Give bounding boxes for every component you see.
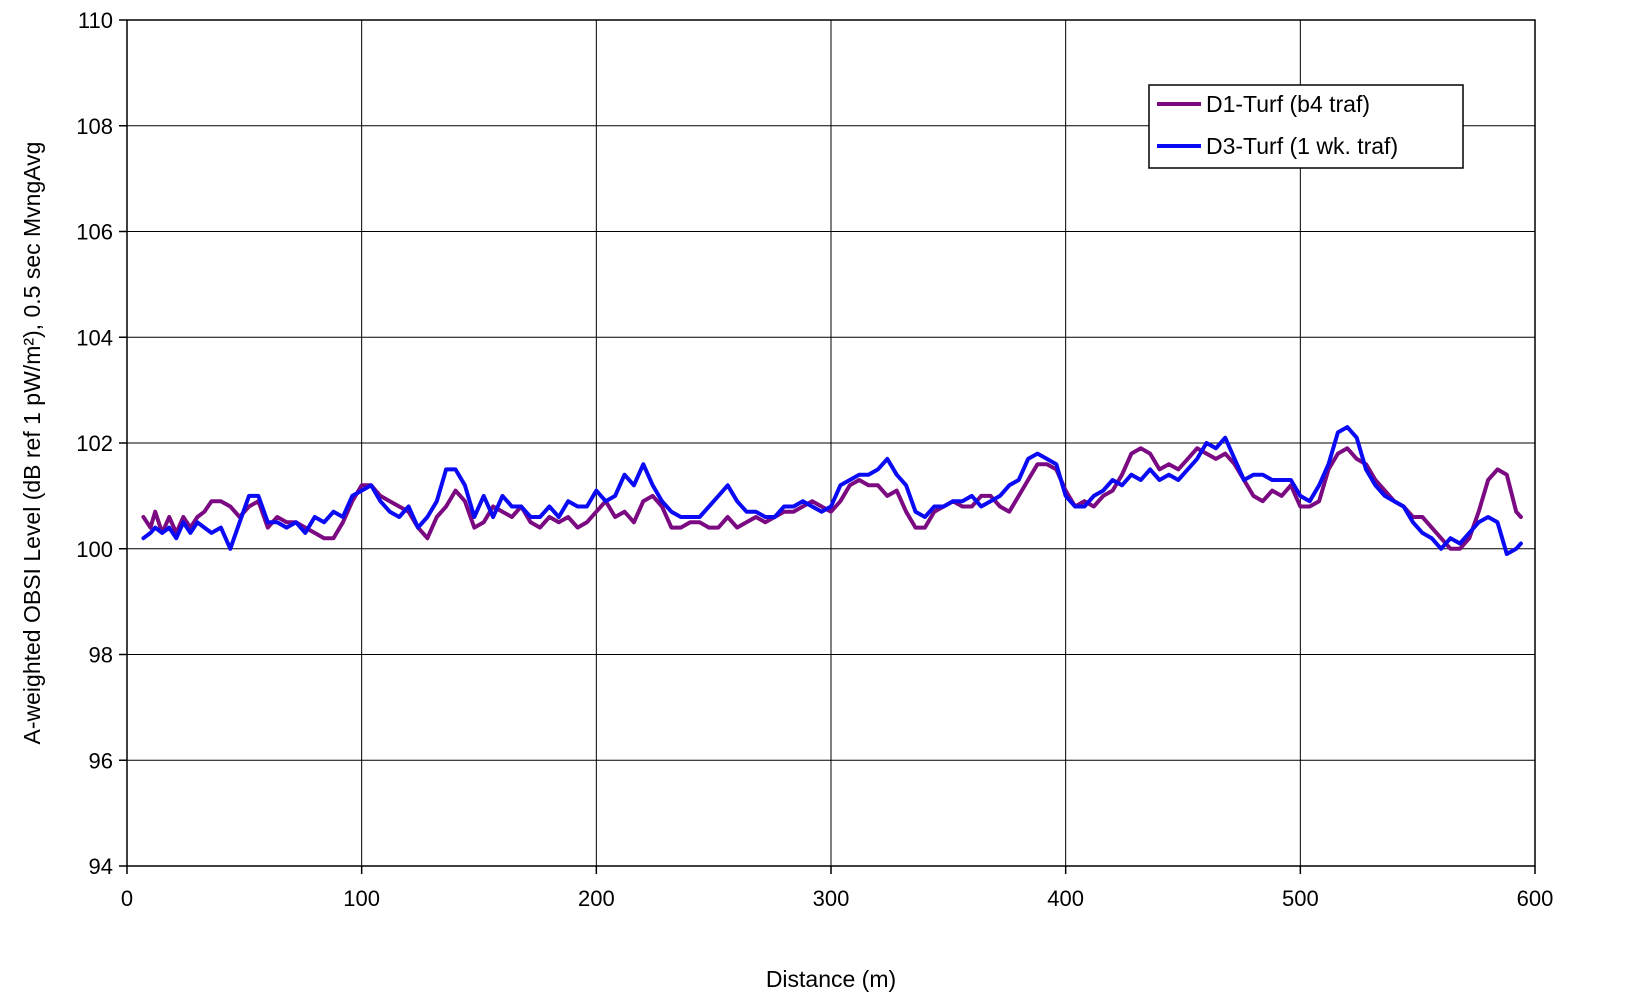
legend-label-d3: D3-Turf (1 wk. traf) bbox=[1206, 133, 1398, 159]
y-tick-label: 110 bbox=[78, 8, 113, 33]
x-tick-label: 400 bbox=[1047, 886, 1084, 911]
y-axis-title: A-weighted OBSI Level (dB ref 1 pW/m²), … bbox=[19, 142, 45, 745]
series-lines bbox=[141, 425, 1523, 556]
y-tick-label: 96 bbox=[89, 748, 113, 773]
y-tick-label: 94 bbox=[89, 854, 113, 879]
series-line-d1-turf bbox=[141, 446, 1523, 551]
legend-label-d1: D1-Turf (b4 traf) bbox=[1206, 91, 1370, 117]
x-tick-label: 500 bbox=[1282, 886, 1319, 911]
legend: D1-Turf (b4 traf) D3-Turf (1 wk. traf) bbox=[1148, 84, 1464, 169]
x-axis-ticks: 0 100 200 300 400 500 600 bbox=[121, 866, 1553, 911]
y-axis-ticks: 94 96 98 100 102 104 106 108 110 bbox=[76, 8, 127, 879]
y-tick-label: 98 bbox=[89, 643, 113, 668]
x-axis-title: Distance (m) bbox=[766, 966, 896, 992]
x-tick-label: 600 bbox=[1517, 886, 1554, 911]
y-tick-label: 102 bbox=[76, 431, 113, 456]
x-tick-label: 200 bbox=[578, 886, 615, 911]
series-line-d3-turf bbox=[141, 425, 1523, 556]
y-tick-label: 104 bbox=[76, 325, 113, 350]
y-tick-label: 108 bbox=[76, 114, 113, 139]
x-tick-label: 100 bbox=[343, 886, 380, 911]
x-tick-label: 0 bbox=[121, 886, 133, 911]
legend-box bbox=[1148, 84, 1464, 169]
y-tick-label: 100 bbox=[76, 537, 113, 562]
x-tick-label: 300 bbox=[813, 886, 850, 911]
y-tick-label: 106 bbox=[76, 220, 113, 245]
